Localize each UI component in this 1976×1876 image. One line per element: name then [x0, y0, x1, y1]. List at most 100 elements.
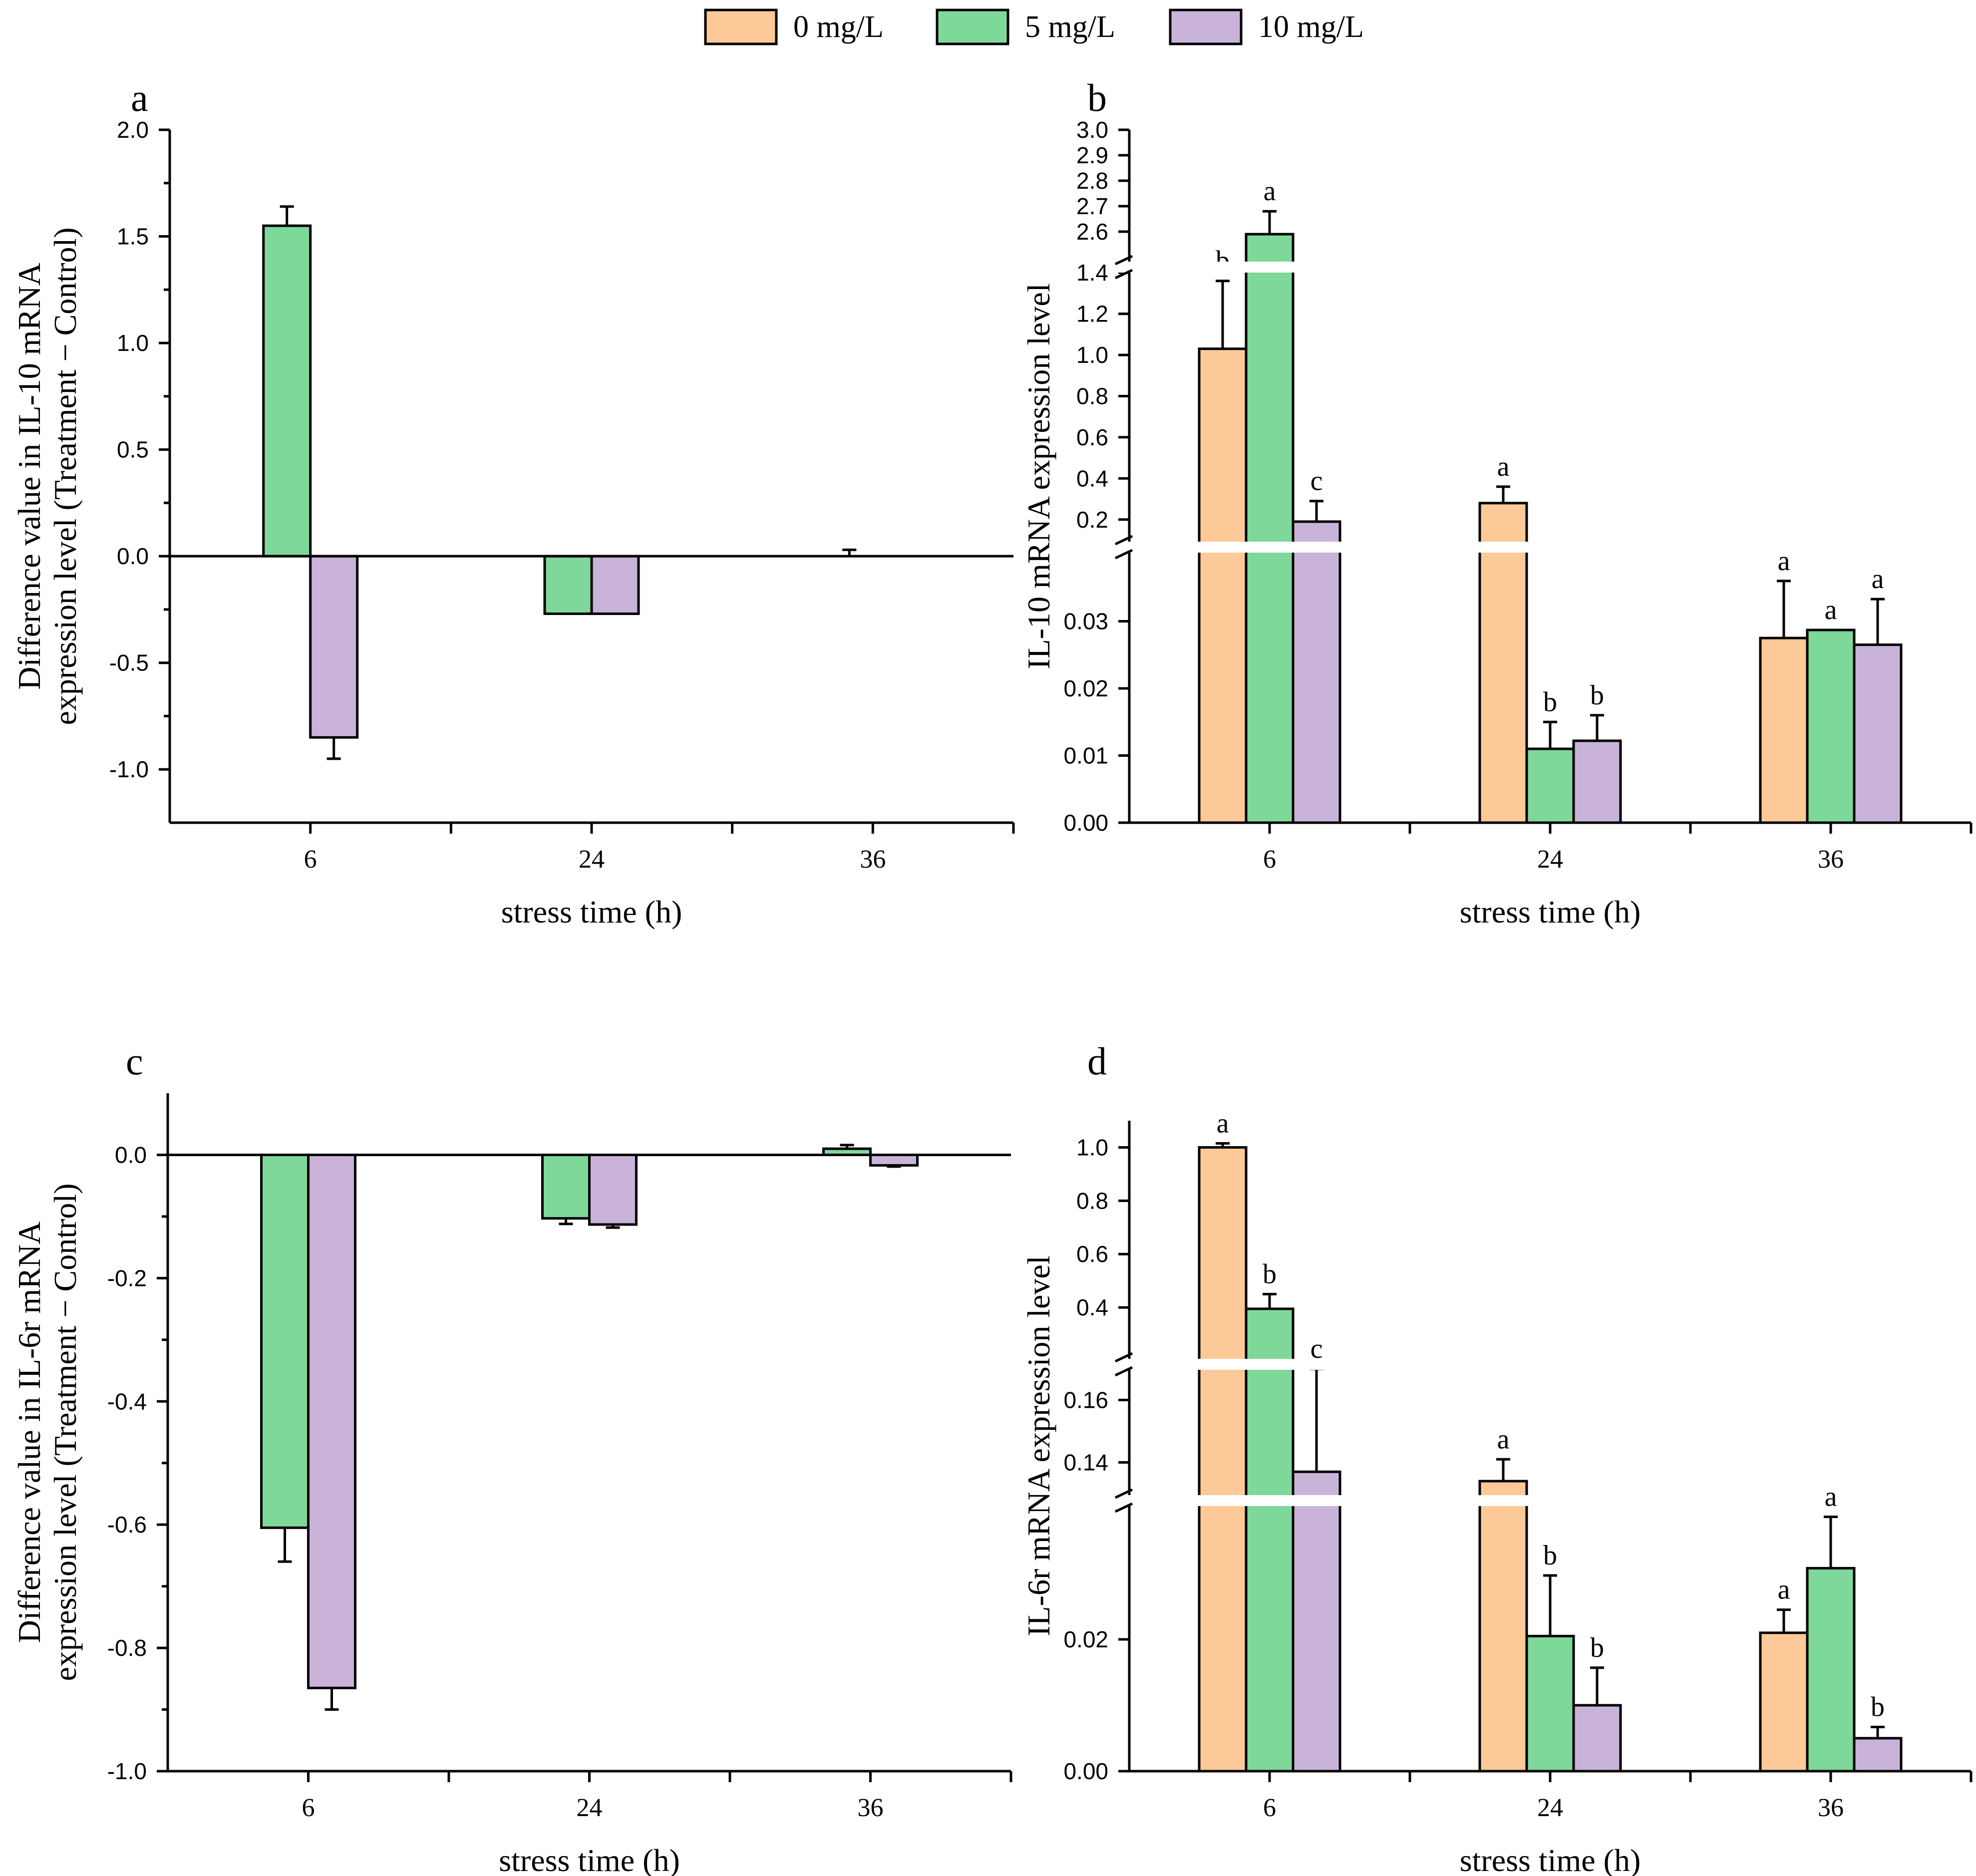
- significance-letter: a: [1872, 564, 1884, 595]
- y-tick-label: 1.4: [1076, 260, 1108, 286]
- y-tick-label: 0.00: [1063, 1758, 1108, 1784]
- significance-letter: a: [1264, 176, 1276, 207]
- significance-letter: a: [1217, 1108, 1229, 1139]
- axis-break-mark: [1114, 1502, 1133, 1513]
- bar: [1292, 1470, 1341, 1773]
- y-tick-label: 0.6: [1076, 424, 1108, 450]
- y-tick-label: 1.0: [1076, 342, 1108, 368]
- y-axis-title: IL-6r mRNA expression level: [1021, 1255, 1056, 1636]
- x-tick-label: 36: [858, 1794, 884, 1822]
- x-tick-label: 6: [302, 1794, 315, 1822]
- bar: [1198, 347, 1248, 824]
- bar: [1478, 502, 1528, 824]
- y-tick-label: -0.6: [107, 1512, 147, 1538]
- significance-letter: a: [1825, 1481, 1837, 1512]
- bar: [1525, 1634, 1575, 1773]
- y-tick-label: 0.4: [1076, 1294, 1108, 1320]
- y-tick-label: -0.4: [107, 1388, 147, 1414]
- axis-break-mark: [1114, 535, 1133, 546]
- axis-break-band: [1114, 262, 1548, 273]
- significance-letter: b: [1543, 1540, 1557, 1571]
- x-axis-title: stress time (h): [499, 1843, 680, 1876]
- bar: [590, 555, 640, 615]
- y-tick-label: 2.9: [1076, 142, 1108, 168]
- bar: [1525, 747, 1575, 824]
- significance-letter: b: [1590, 1632, 1604, 1663]
- bar: [1245, 1307, 1295, 1773]
- y-tick-label: 0.0: [115, 1142, 147, 1168]
- y-tick-label: 0.03: [1063, 609, 1108, 634]
- panel-c: 0.0 -0.2 -0.4 -0.6 -0.8 -1.0 6 24 36 stress time …: [11, 1039, 1012, 1876]
- legend-swatch: [704, 8, 778, 45]
- bar: [541, 1153, 591, 1220]
- y-tick-label: 0.5: [117, 437, 149, 463]
- panel-letter: b: [1087, 76, 1107, 119]
- y-tick-label: 0.00: [1063, 810, 1108, 836]
- y-tick-label: 0.4: [1076, 465, 1108, 491]
- y-tick-label: -1.0: [107, 1758, 147, 1784]
- bar: [543, 555, 593, 615]
- x-tick-label: 6: [1263, 845, 1276, 874]
- bar: [869, 1153, 919, 1167]
- y-tick-label: 2.6: [1076, 219, 1108, 245]
- axis-break-mark: [1114, 1488, 1133, 1499]
- y-axis-title-line1: Difference value in IL-10 mRNA: [11, 263, 47, 689]
- axis-break-band: [1114, 1495, 1548, 1506]
- bar: [307, 1153, 356, 1689]
- y-axis-title: IL-10 mRNA expression level: [1021, 283, 1056, 669]
- legend-label: 0 mg/L: [793, 10, 884, 44]
- y-tick-label: 0.02: [1063, 1626, 1108, 1652]
- y-tick-label: 1.0: [1076, 1134, 1108, 1160]
- panel-letter: d: [1087, 1039, 1107, 1083]
- bar: [1806, 628, 1856, 824]
- x-tick-label: 36: [1818, 845, 1844, 874]
- bar: [1292, 520, 1341, 824]
- significance-letter: b: [1871, 1692, 1885, 1723]
- y-tick-label: 1.0: [117, 330, 149, 356]
- y-tick-label: 2.7: [1076, 193, 1108, 219]
- panel-a: 2.0 1.5 1.0 0.5 0.0 -0.5 -1.0 6 24 36 stress time …: [11, 76, 1015, 930]
- y-tick-label: 3.0: [1076, 117, 1108, 143]
- y-tick-label: 2.8: [1076, 168, 1108, 194]
- y-tick-label: 0.8: [1076, 383, 1108, 409]
- bar: [1806, 1566, 1856, 1773]
- x-tick-label: 24: [1537, 845, 1563, 874]
- bar: [1853, 643, 1903, 824]
- y-tick-label: 0.02: [1063, 675, 1108, 701]
- bar: [260, 1153, 310, 1529]
- x-tick-label: 24: [579, 845, 605, 874]
- bar: [1198, 1146, 1248, 1773]
- y-tick-label: 2.0: [117, 117, 149, 143]
- bar: [1572, 1704, 1622, 1773]
- x-tick-label: 24: [1537, 1794, 1563, 1822]
- y-tick-label: 0.16: [1063, 1387, 1108, 1413]
- x-tick-label: 24: [577, 1794, 603, 1822]
- axis-break-band: [1114, 1359, 1548, 1370]
- axis-break-band: [1114, 542, 1548, 553]
- y-tick-label: 0.2: [1076, 507, 1108, 533]
- significance-letter: a: [1497, 1424, 1510, 1455]
- axis-break-mark: [1114, 269, 1133, 280]
- y-tick-label: 0.0: [117, 543, 149, 569]
- y-tick-label: 1.2: [1076, 301, 1108, 327]
- significance-letter: a: [1778, 1574, 1790, 1605]
- significance-letter: b: [1263, 1258, 1277, 1289]
- y-tick-label: -0.5: [109, 650, 149, 676]
- bar: [1478, 1480, 1528, 1773]
- bar: [1572, 739, 1622, 824]
- y-axis-title-line2: expression level (Treatment − Control): [47, 1183, 83, 1681]
- legend-swatch: [936, 8, 1009, 45]
- significance-letter: a: [1778, 546, 1790, 577]
- y-tick-label: 0.01: [1063, 743, 1108, 769]
- y-axis-title-line2: expression level (Treatment − Control): [47, 227, 83, 725]
- significance-letter: b: [1543, 686, 1557, 717]
- x-tick-label: 6: [1263, 1794, 1276, 1822]
- bar: [588, 1153, 638, 1226]
- panel-letter: c: [126, 1039, 143, 1083]
- axis-break-mark: [1114, 255, 1133, 266]
- x-tick-label: 36: [1818, 1794, 1844, 1822]
- axis-break-mark: [1114, 1352, 1133, 1363]
- y-tick-label: -0.2: [107, 1265, 147, 1291]
